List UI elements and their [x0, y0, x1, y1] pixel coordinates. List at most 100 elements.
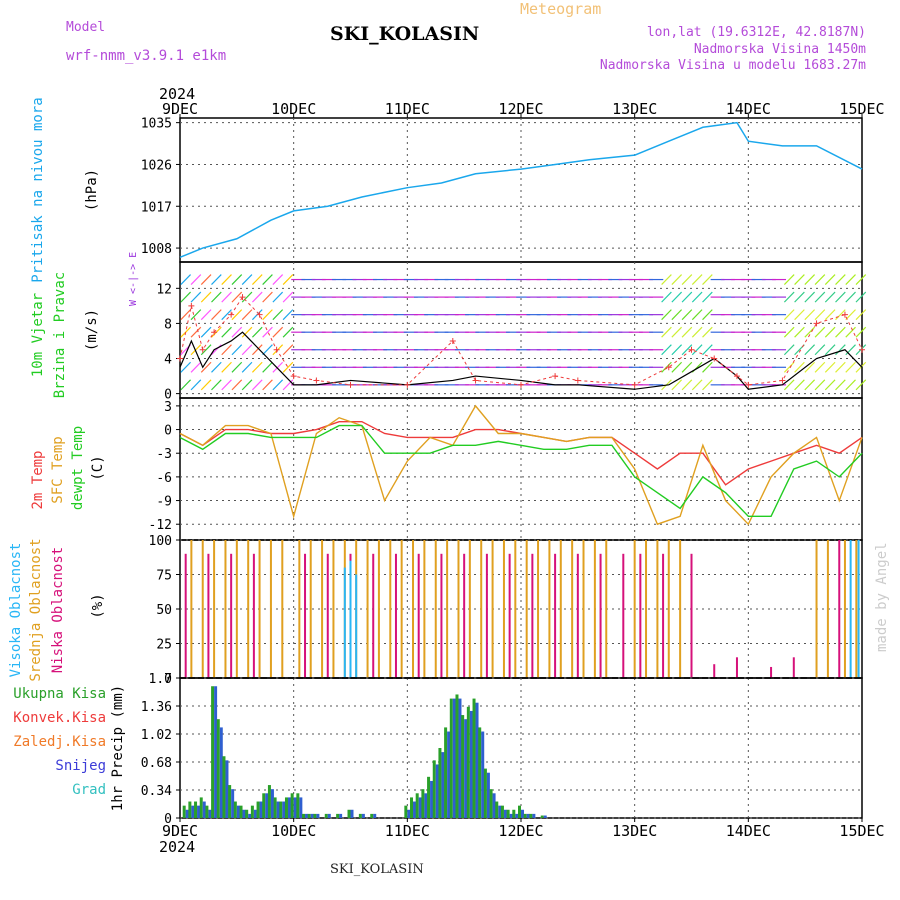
cloud-bar [508, 553, 511, 678]
wind-barb [190, 309, 202, 321]
precip-total-bar [205, 805, 209, 818]
precip-snow-bar [305, 813, 309, 818]
cloud-bar [537, 540, 540, 678]
precip-snow-bar [214, 686, 218, 818]
precip-snow-bar [407, 809, 411, 818]
dewpt-line [179, 424, 863, 518]
cloud-bar [826, 540, 829, 678]
x-tick-label-top: 12DEC [498, 100, 543, 118]
precip-total-bar [256, 801, 260, 818]
cloud-bar [815, 540, 818, 678]
precip-total-bar [273, 797, 277, 818]
y-tick-label: 3 [164, 400, 172, 415]
wind-barb [855, 379, 867, 391]
altitude-text: Nadmorska Visina 1450m [693, 42, 866, 57]
y-tick-label: 1017 [141, 200, 172, 215]
precip-total-bar [523, 813, 527, 818]
cloud-bar [412, 540, 415, 678]
wind-barb [272, 291, 284, 303]
wind-barb [835, 326, 846, 338]
gust-marker [177, 355, 183, 362]
wind-barb [702, 274, 713, 285]
wind-barb [180, 274, 191, 285]
precip-snow-bar [543, 815, 547, 818]
wind-barb [251, 379, 263, 391]
precip-total-bar [410, 797, 414, 818]
wind-gust-line [179, 296, 863, 386]
wind-barb [855, 274, 867, 285]
x-tick-label-bottom: 14DEC [726, 822, 771, 840]
wind-barb [691, 274, 703, 285]
wind-barb [702, 361, 713, 373]
meteogram-label: Meteogram [520, 0, 602, 18]
wind-barb [241, 291, 253, 303]
precip-snow-bar [197, 805, 201, 818]
wind-barb [180, 379, 191, 391]
precip-total-bar [489, 789, 493, 818]
x-tick-label-top: 13DEC [612, 100, 657, 118]
cloud-bar [190, 540, 193, 678]
wind-barb [835, 274, 846, 285]
wind-barb [681, 361, 693, 373]
model-label: Model [66, 20, 106, 35]
precip-snow-bar [327, 813, 331, 818]
wind-barb [835, 291, 846, 303]
cloud-bar [389, 540, 392, 678]
cloud-bar [480, 540, 483, 678]
y-tick-label: 1.36 [141, 700, 172, 715]
wind-barb [282, 274, 294, 285]
precip-snow-bar [208, 809, 212, 818]
cloud-bar [531, 553, 534, 678]
wind-barb [282, 344, 294, 356]
wind-barb [200, 274, 212, 285]
wind-barb [231, 344, 243, 356]
wind-barb [211, 309, 222, 321]
precip-snow-bar [202, 801, 206, 818]
cloud-bar [491, 540, 494, 678]
precip-legend-item: Zaledj.Kisa [13, 734, 106, 750]
y-tick-label: 12 [156, 282, 172, 297]
wind-barb [671, 361, 683, 373]
wind-barb [804, 274, 816, 285]
wind-barb [691, 344, 703, 356]
wind-barb [824, 361, 836, 373]
cloud-bar [457, 540, 460, 678]
wind-barb [251, 326, 263, 338]
wind-barb [702, 326, 713, 338]
wind-barb [211, 291, 222, 303]
cloud-bar [377, 540, 380, 678]
precip-snow-bar [282, 801, 286, 818]
precip-legend-item: Grad [72, 782, 106, 798]
wind-barb [231, 291, 243, 303]
gust-marker [574, 377, 581, 384]
cloud-bar [355, 574, 358, 678]
precip-snow-bar [231, 789, 235, 818]
y-tick-label: 4 [164, 353, 172, 368]
y-tick-label: 0.34 [141, 784, 172, 799]
gust-marker [631, 381, 638, 388]
precip-snow-bar [430, 780, 434, 818]
gust-marker [711, 355, 718, 362]
wind-barb [661, 309, 672, 321]
wind-axis-label-1: 10m Vjetar [30, 293, 46, 377]
x-tick-label-bottom: 15DEC [839, 822, 884, 840]
cloud-bar [304, 553, 307, 678]
y-tick-label: 8 [164, 317, 172, 332]
wind-barb [814, 379, 826, 391]
precip-total-bar [188, 801, 192, 818]
wind-barb [180, 291, 191, 303]
footer-station: SKI_KOLASIN [330, 862, 424, 877]
cloud-bar [639, 553, 642, 678]
wind-barb [794, 379, 805, 391]
wind-barb [824, 344, 836, 356]
y-tick-label: 1.7 [149, 672, 172, 687]
precip-total-bar [540, 815, 544, 818]
cloud-bar [593, 540, 596, 678]
low-cloud-axis-label: Niska Oblacnost [50, 547, 66, 673]
wind-barb [251, 361, 263, 373]
precip-snow-bar [503, 809, 507, 818]
wind-barb [783, 361, 795, 373]
precip-total-bar [495, 801, 499, 818]
cloud-bar [394, 553, 397, 678]
precip-total-bar [444, 727, 448, 818]
